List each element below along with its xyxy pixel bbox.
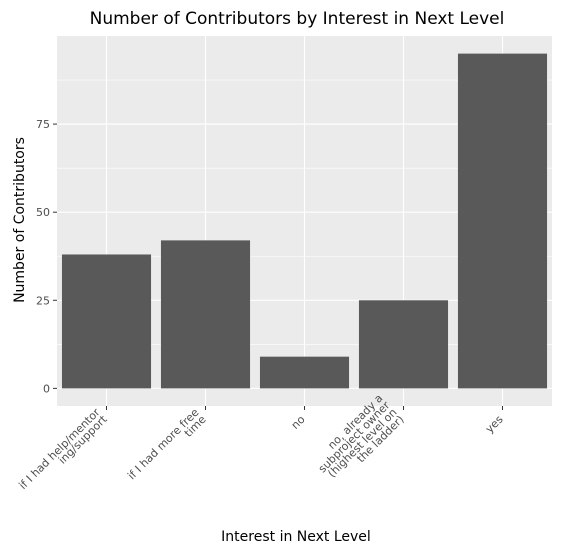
chart-title: Number of Contributors by Interest in Ne…: [90, 9, 505, 29]
y-tick-label: 25: [36, 294, 50, 307]
y-tick-label: 50: [36, 206, 50, 219]
y-tick-label: 75: [36, 118, 50, 131]
x-tick-label: if I had more freetime: [125, 406, 209, 490]
bar: [358, 300, 449, 389]
x-tick-label-line: if I had more free: [125, 406, 202, 483]
x-tick-label: no: [289, 413, 308, 432]
x-axis-title: Interest in Next Level: [221, 529, 371, 545]
y-axis-title: Number of Contributors: [12, 137, 28, 303]
bar: [61, 254, 152, 389]
x-tick-label-line: no: [289, 413, 308, 432]
bar: [457, 53, 548, 389]
x-tick-label-line: if I had help/mentor: [16, 406, 103, 493]
bar: [259, 356, 350, 389]
x-tick-label: yes: [483, 413, 506, 436]
bars: [61, 53, 548, 389]
x-axis: if I had help/mentoring/support if I had …: [16, 391, 506, 499]
x-tick-label: no, already asubproject owner(highest le…: [309, 391, 407, 489]
bar: [160, 240, 251, 389]
x-tick-label-line: yes: [483, 413, 506, 436]
y-axis: 0 25 50 75: [36, 118, 57, 395]
x-tick-label: if I had help/mentoring/support: [16, 405, 110, 499]
y-tick-label: 0: [43, 382, 50, 395]
